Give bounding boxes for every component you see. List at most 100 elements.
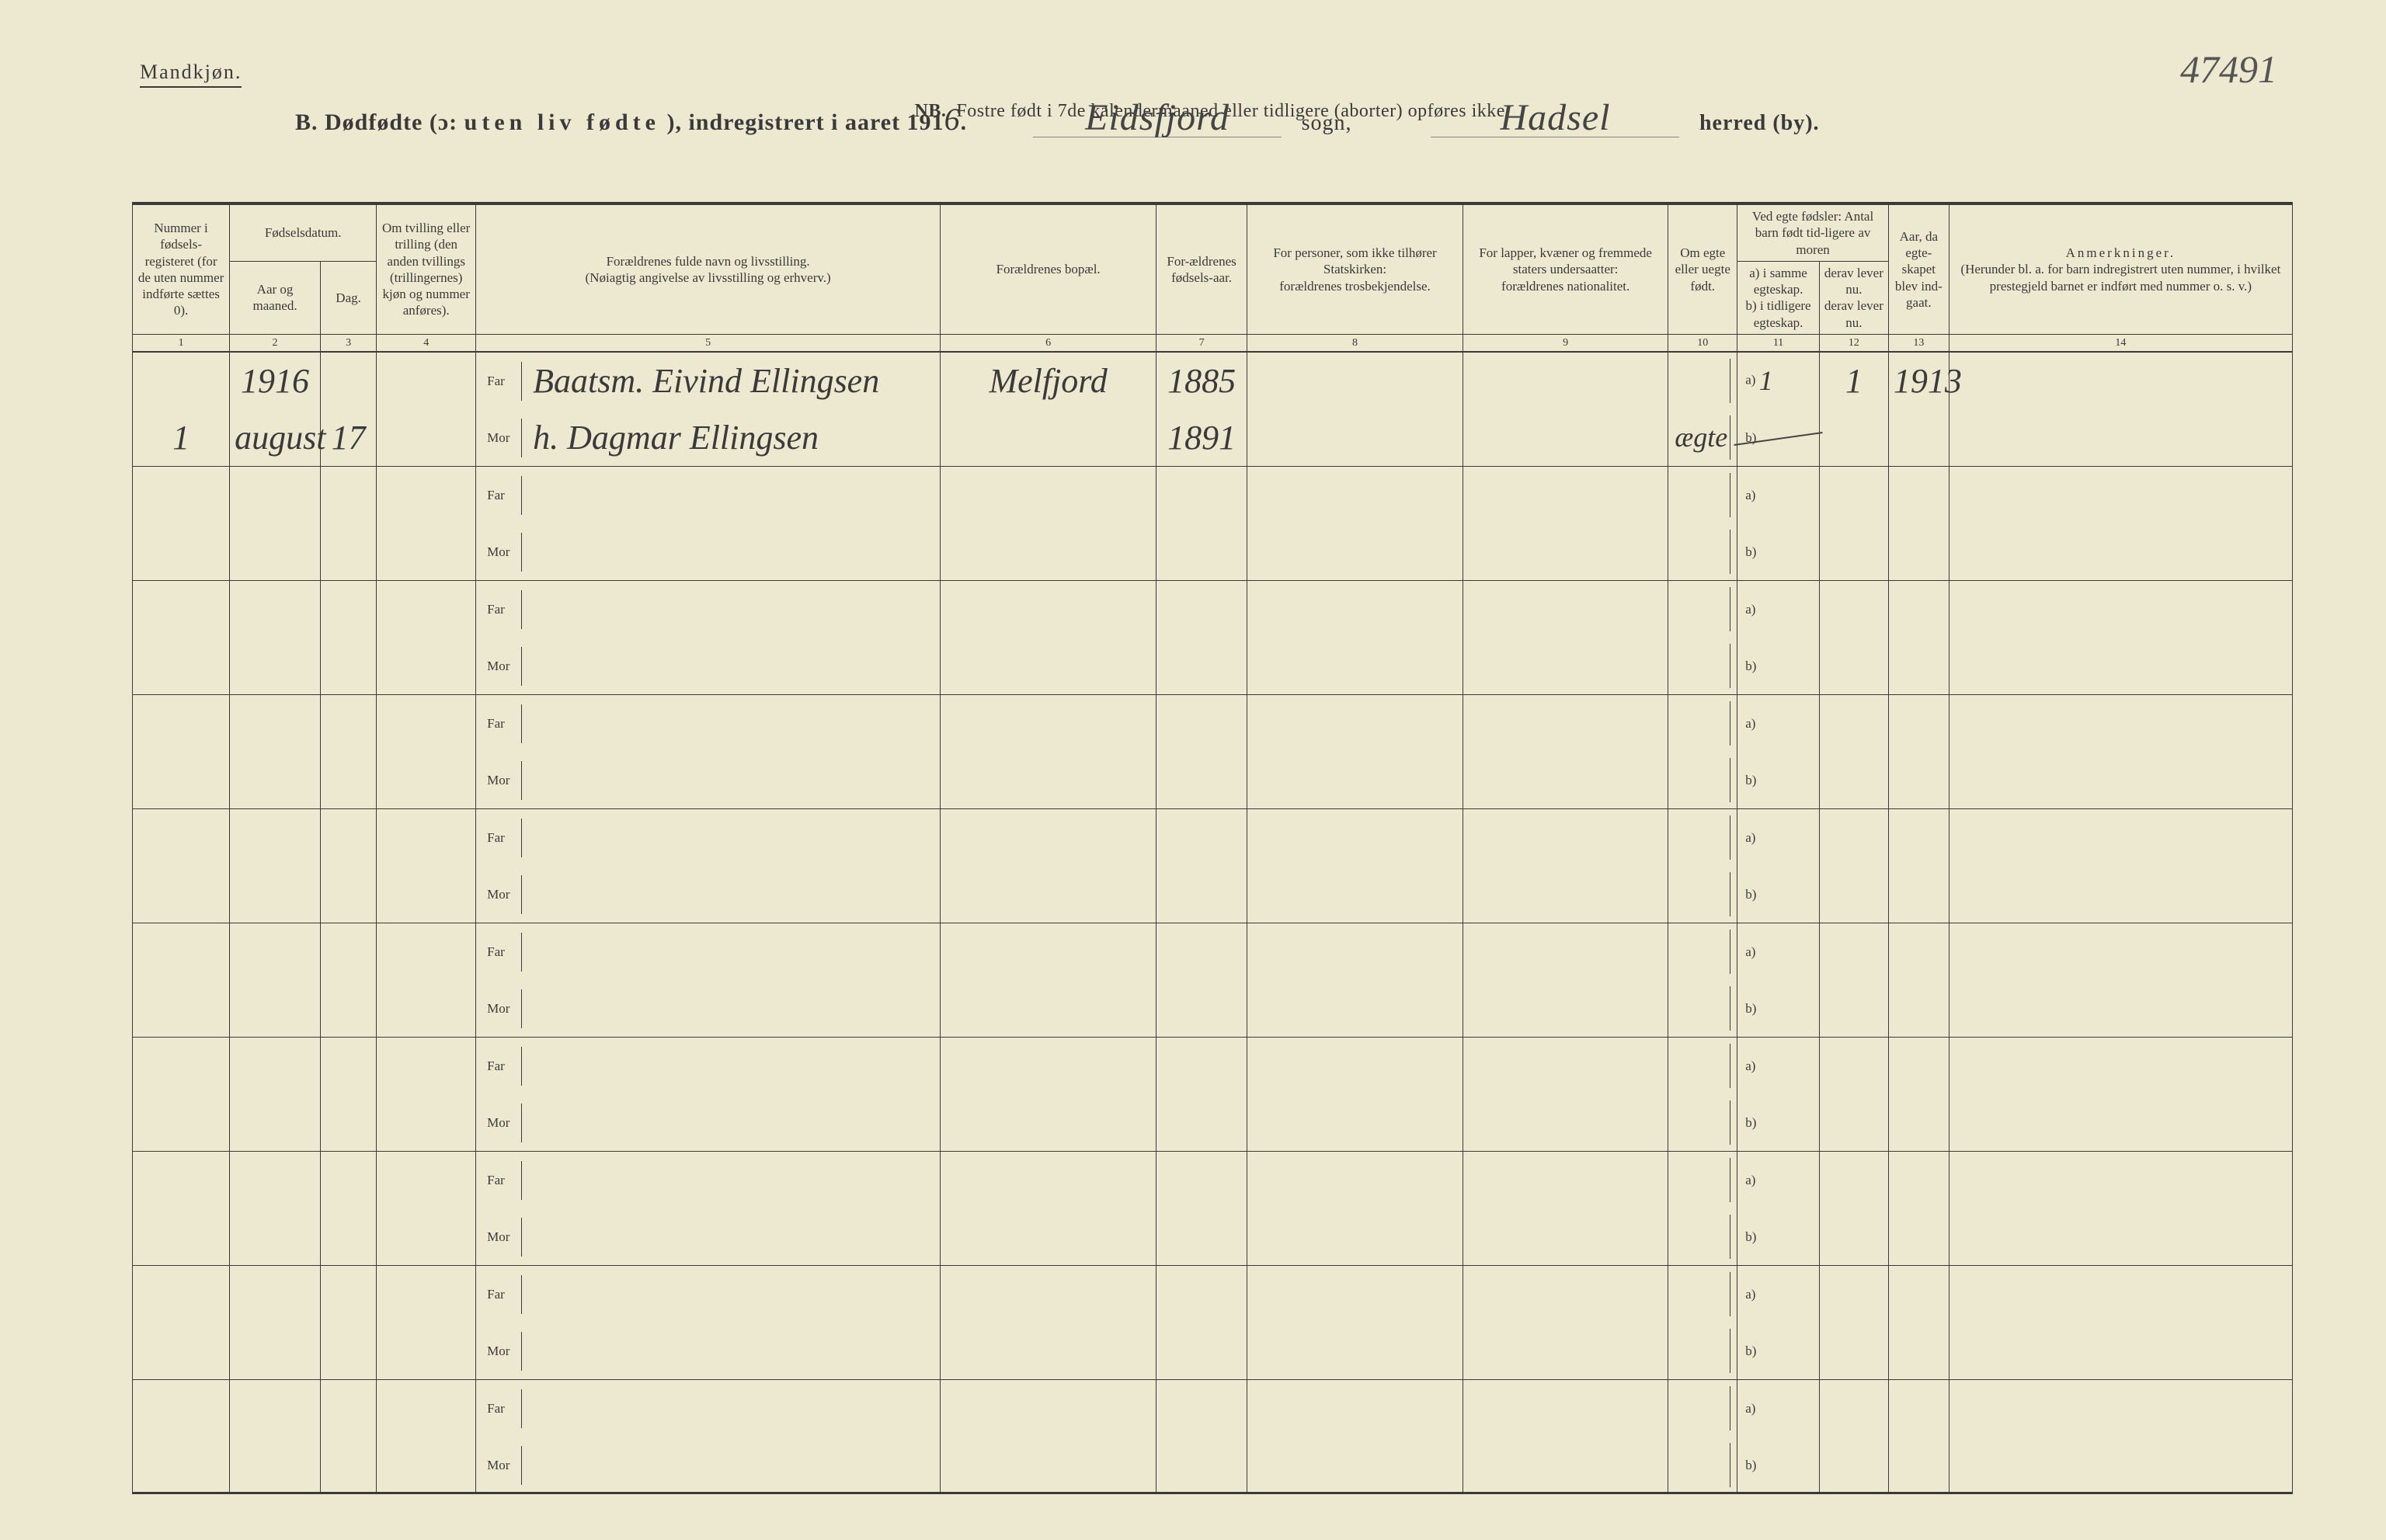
col-header-9-top: For lapper, kvæner og fremmede staters u… bbox=[1468, 245, 1663, 278]
col-header-2: Aar og maaned. bbox=[230, 261, 321, 334]
legitimacy-cell bbox=[1668, 1152, 1737, 1209]
year-cell bbox=[230, 467, 321, 524]
nationality-cell bbox=[1463, 1094, 1668, 1151]
day-cell bbox=[320, 923, 376, 981]
document-page: Mandkjøn. 47491 B. Dødfødte (ɔ: uten liv… bbox=[0, 0, 2386, 1540]
divider bbox=[521, 761, 522, 800]
legitimacy-cell bbox=[1668, 1323, 1737, 1379]
ab-label: b) bbox=[1745, 1458, 1756, 1472]
col-header-14-sub: (Herunder bl. a. for barn indregistrert … bbox=[1954, 261, 2287, 294]
remarks-cell bbox=[1949, 809, 2292, 867]
birth-year-cell bbox=[1156, 1323, 1247, 1379]
month-cell bbox=[230, 1323, 321, 1379]
nationality-cell bbox=[1463, 581, 1668, 638]
day-cell bbox=[320, 695, 376, 753]
ab-cell: a) bbox=[1737, 581, 1820, 638]
day-cell bbox=[320, 752, 376, 808]
table-row: Fara) bbox=[133, 1038, 2293, 1095]
twin-cell bbox=[377, 1266, 476, 1323]
title-line: B. Dødfødte (ɔ: uten liv fødte ), indreg… bbox=[0, 99, 2386, 137]
remarks-cell bbox=[1949, 1266, 2292, 1323]
birth-year-cell bbox=[1156, 581, 1247, 638]
table-row: Morb) bbox=[133, 1437, 2293, 1493]
far-mor-label: Far bbox=[487, 829, 521, 846]
divider bbox=[521, 647, 522, 686]
col-header-14: Anmerkninger. (Herunder bl. a. for barn … bbox=[1949, 205, 2292, 334]
table-row: 1august17Morh. Dagmar Ellingsen1891ægteb… bbox=[133, 409, 2293, 466]
day-cell bbox=[320, 1152, 376, 1209]
religion-cell bbox=[1247, 980, 1463, 1037]
c12-cell bbox=[1819, 1266, 1888, 1323]
ab-cell: b) bbox=[1737, 523, 1820, 580]
ab-cell: a) bbox=[1737, 1266, 1820, 1323]
ab-cell: b) bbox=[1737, 980, 1820, 1037]
far-mor-label: Far bbox=[487, 1172, 521, 1188]
religion-cell bbox=[1247, 1323, 1463, 1379]
far-mor-label: Mor bbox=[487, 544, 521, 560]
birth-year-cell bbox=[1156, 980, 1247, 1037]
marriage-year-cell bbox=[1888, 467, 1949, 524]
residence-cell bbox=[941, 695, 1156, 753]
marriage-year-cell bbox=[1888, 752, 1949, 808]
remarks-cell bbox=[1949, 923, 2292, 981]
nationality-cell bbox=[1463, 1038, 1668, 1095]
col-header-5: Forældrenes fulde navn og livsstilling. … bbox=[476, 205, 941, 334]
c12-cell bbox=[1819, 1094, 1888, 1151]
col-header-5-top: Forældrenes fulde navn og livsstilling. bbox=[481, 253, 935, 269]
far-mor-label: Far bbox=[487, 715, 521, 732]
divider bbox=[521, 1332, 522, 1371]
religion-cell bbox=[1247, 467, 1463, 524]
legitimacy-cell bbox=[1668, 352, 1737, 409]
reg-no-cell bbox=[133, 1094, 230, 1151]
ab-label: a) bbox=[1745, 944, 1755, 959]
table-row: Morb) bbox=[133, 1208, 2293, 1265]
birth-year-cell bbox=[1156, 1266, 1247, 1323]
nationality-cell bbox=[1463, 1437, 1668, 1493]
marriage-year-cell bbox=[1888, 1437, 1949, 1493]
residence-cell bbox=[941, 581, 1156, 638]
col-header-6: Forældrenes bopæl. bbox=[941, 205, 1156, 334]
reg-no-cell bbox=[133, 467, 230, 524]
handwritten-value: 1 bbox=[1759, 365, 1773, 396]
c12-cell bbox=[1819, 523, 1888, 580]
handwritten-value: 1885 bbox=[1167, 362, 1236, 400]
divider bbox=[521, 1275, 522, 1314]
remarks-cell bbox=[1949, 1038, 2292, 1095]
marriage-year-cell bbox=[1888, 1094, 1949, 1151]
table-row: Mor b) bbox=[133, 523, 2293, 580]
legitimacy-cell bbox=[1668, 980, 1737, 1037]
remarks-cell bbox=[1949, 866, 2292, 923]
far-mor-label: Mor bbox=[487, 1229, 521, 1245]
nationality-cell bbox=[1463, 467, 1668, 524]
ab-cell: a) 1 bbox=[1737, 352, 1820, 409]
reg-no-cell bbox=[133, 581, 230, 638]
far-mor-label: Far bbox=[487, 1400, 521, 1417]
ab-label: a) bbox=[1745, 830, 1755, 845]
residence-cell bbox=[941, 1266, 1156, 1323]
remarks-cell bbox=[1949, 1152, 2292, 1209]
herred-field: Hadsel bbox=[1431, 99, 1679, 137]
ab-label: a) bbox=[1745, 1287, 1755, 1302]
col-header-8-sub: forældrenes trosbekjendelse. bbox=[1252, 278, 1458, 294]
twin-cell bbox=[377, 1437, 476, 1493]
year-cell bbox=[230, 1038, 321, 1095]
ab-cell: a) bbox=[1737, 923, 1820, 981]
twin-cell bbox=[377, 523, 476, 580]
mor-cell: Morh. Dagmar Ellingsen bbox=[476, 409, 941, 466]
c12-cell bbox=[1819, 1038, 1888, 1095]
divider bbox=[521, 1161, 522, 1200]
nationality-cell bbox=[1463, 523, 1668, 580]
ab-label: a) bbox=[1745, 1401, 1755, 1416]
handwritten-value: 1913 bbox=[1894, 362, 1962, 400]
residence-cell bbox=[941, 980, 1156, 1037]
reg-no-cell bbox=[133, 1208, 230, 1265]
colnum-2: 2 bbox=[230, 334, 321, 352]
month-cell: august bbox=[230, 409, 321, 466]
legitimacy-cell bbox=[1668, 581, 1737, 638]
day-cell bbox=[320, 581, 376, 638]
remarks-cell bbox=[1949, 752, 2292, 808]
day-cell bbox=[320, 352, 376, 409]
birth-year-cell: 1891 bbox=[1156, 409, 1247, 466]
reg-no-cell bbox=[133, 1266, 230, 1323]
ab-label: b) bbox=[1745, 544, 1756, 559]
